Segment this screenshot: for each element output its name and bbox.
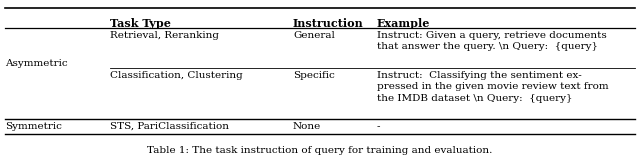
Text: -: -	[377, 122, 381, 131]
Text: Instruct: Given a query, retrieve documents
that answer the query. \n Query:  {q: Instruct: Given a query, retrieve docume…	[377, 31, 607, 52]
Text: Instruct:  Classifying the sentiment ex-
pressed in the given movie review text : Instruct: Classifying the sentiment ex- …	[377, 71, 609, 103]
Text: Task Type: Task Type	[110, 18, 171, 29]
Text: Asymmetric: Asymmetric	[5, 59, 68, 68]
Text: Instruction: Instruction	[293, 18, 364, 29]
Text: Retrieval, Reranking: Retrieval, Reranking	[110, 31, 219, 40]
Text: Specific: Specific	[293, 71, 335, 80]
Text: Classification, Clustering: Classification, Clustering	[110, 71, 243, 80]
Text: STS, PariClassification: STS, PariClassification	[110, 122, 229, 131]
Text: Symmetric: Symmetric	[5, 122, 62, 131]
Text: Table 1: The task instruction of query for training and evaluation.: Table 1: The task instruction of query f…	[147, 146, 493, 155]
Text: Example: Example	[377, 18, 430, 29]
Text: None: None	[293, 122, 321, 131]
Text: General: General	[293, 31, 335, 40]
